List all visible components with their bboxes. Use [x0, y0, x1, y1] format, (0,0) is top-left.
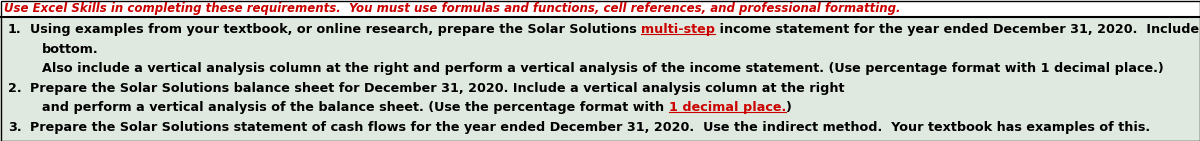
Bar: [0, 17, 1200, 141]
Text: 1.: 1.: [8, 23, 22, 36]
Text: and perform a vertical analysis of the balance sheet. (Use the percentage format: and perform a vertical analysis of the b…: [42, 101, 668, 114]
Text: Use Excel Skills in completing these requirements.  You must use formulas and fu: Use Excel Skills in completing these req…: [4, 2, 900, 15]
Text: Also include a vertical analysis column at the right and perform a vertical anal: Also include a vertical analysis column …: [42, 62, 1164, 75]
Bar: [0, 0, 1200, 17]
Text: income statement for the year ended December 31, 2020.  Include the EPS at the: income statement for the year ended Dece…: [715, 23, 1200, 36]
Text: Prepare the Solar Solutions balance sheet for December 31, 2020. Include a verti: Prepare the Solar Solutions balance shee…: [30, 82, 845, 95]
Text: ): ): [786, 101, 792, 114]
Text: Using examples from your textbook, or online research, prepare the Solar Solutio: Using examples from your textbook, or on…: [30, 23, 641, 36]
Text: 3.: 3.: [8, 121, 22, 134]
Text: 2.: 2.: [8, 82, 22, 95]
Text: multi-step: multi-step: [641, 23, 715, 36]
Text: bottom.: bottom.: [42, 43, 98, 56]
Text: 1 decimal place.: 1 decimal place.: [668, 101, 786, 114]
Text: Prepare the Solar Solutions statement of cash flows for the year ended December : Prepare the Solar Solutions statement of…: [30, 121, 1150, 134]
